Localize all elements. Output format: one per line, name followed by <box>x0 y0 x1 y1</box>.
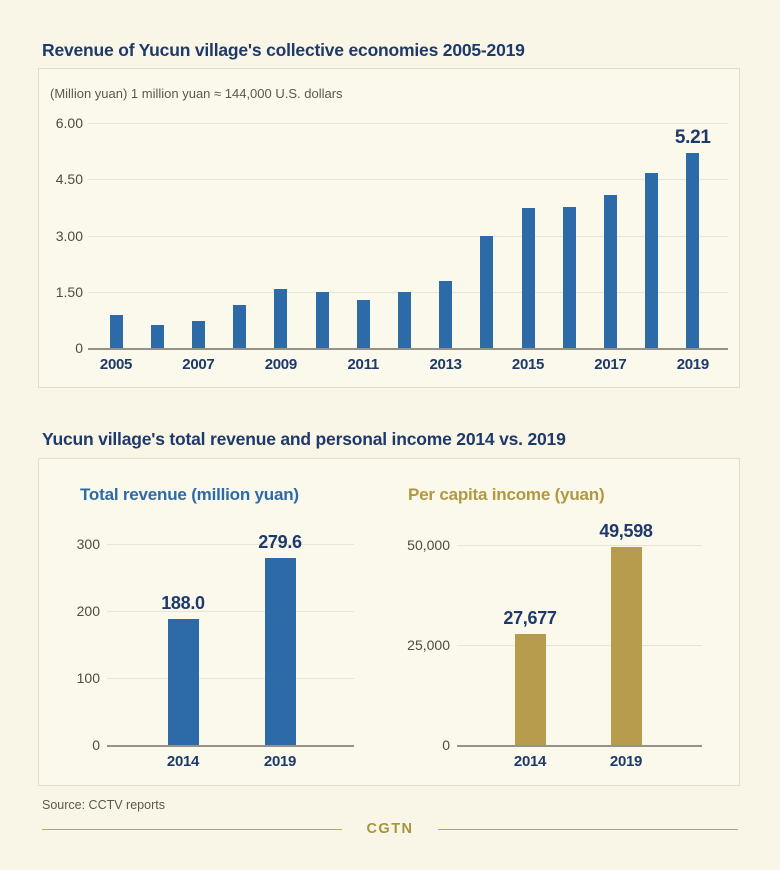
bar-2008 <box>233 304 247 348</box>
gridline <box>88 123 728 124</box>
x-tick-label-2017: 2017 <box>594 356 627 373</box>
bar-2014 <box>480 235 494 348</box>
gridline <box>107 544 354 545</box>
y-tick-label: 100 <box>76 670 100 686</box>
x-axis-line <box>107 745 354 747</box>
x-tick-label-2019: 2019 <box>676 356 709 373</box>
bar-2019 <box>264 557 296 745</box>
bar-2009 <box>274 289 288 348</box>
gridline <box>107 678 354 679</box>
y-tick-label: 50,000 <box>407 537 450 553</box>
section1-chart-panel: (Million yuan) 1 million yuan ≈ 144,000 … <box>38 68 740 388</box>
gridline <box>107 611 354 612</box>
annotation-2019: 5.21 <box>674 126 711 148</box>
y-tick-label: 1.50 <box>55 283 83 300</box>
y-tick-label: 0 <box>442 737 450 753</box>
brand-line-right <box>437 828 738 830</box>
chart2-left-plot-area: 0 100 200 300 2014 188.0 2019 279.6 <box>39 459 739 785</box>
x-axis-line <box>457 745 702 747</box>
bar-2014 <box>514 634 546 745</box>
section2-title: Yucun village's total revenue and person… <box>42 429 566 449</box>
bar-2007 <box>191 321 205 348</box>
bar-2017 <box>603 195 617 348</box>
bar-2019 <box>610 546 642 745</box>
bar-2011 <box>356 300 370 348</box>
y-tick-label: 4.50 <box>55 171 83 188</box>
chart2-right-plot-area: 0 25,000 50,000 2014 27,677 2019 49,598 <box>39 459 739 785</box>
chart2-right-title: Per capita income (yuan) <box>408 485 605 504</box>
value-label-2014: 27,677 <box>503 608 557 629</box>
bar-2019 <box>686 152 700 348</box>
gridline <box>88 235 728 237</box>
bar-2018 <box>645 172 659 348</box>
section2-chart-panel: Total revenue (million yuan) Per capita … <box>38 458 740 786</box>
y-tick-label: 3.00 <box>55 227 83 244</box>
x-tick-label-2009: 2009 <box>264 356 297 373</box>
y-tick-label: 200 <box>76 603 100 619</box>
x-tick-label-2015: 2015 <box>511 356 545 373</box>
x-tick-label-2013: 2013 <box>429 356 462 373</box>
y-tick-label: 300 <box>76 536 100 552</box>
y-tick-label: 6.00 <box>55 115 83 131</box>
bar-2006 <box>150 324 164 348</box>
brand-line-left <box>42 828 343 830</box>
chart1-unit-note: (Million yuan) 1 million yuan ≈ 144,000 … <box>50 86 343 101</box>
gridline <box>457 545 702 546</box>
value-label-2019: 279.6 <box>258 531 302 552</box>
bar-2013 <box>439 281 453 348</box>
bar-2012 <box>397 291 411 348</box>
brand-footer: CGTN <box>42 820 738 838</box>
x-tick-label-2019: 2019 <box>263 753 297 770</box>
bar-2016 <box>562 206 576 348</box>
y-tick-label: 25,000 <box>407 637 450 653</box>
y-tick-label: 0 <box>92 737 100 753</box>
chart1-plot-area: 0 1.50 3.00 4.50 6.00 2005 2007 2009 2011 2013 201… <box>39 69 739 387</box>
x-tick-label-2019: 2019 <box>609 753 643 770</box>
bar-2005 <box>109 315 123 348</box>
bar-2014 <box>167 619 199 745</box>
x-tick-label-2005: 2005 <box>99 356 133 373</box>
cgtn-logo: CGTN <box>366 821 414 837</box>
chart2-left-title: Total revenue (million yuan) <box>80 485 299 504</box>
gridline <box>457 645 702 646</box>
gridline <box>88 179 728 181</box>
x-tick-label-2007: 2007 <box>182 356 215 373</box>
x-tick-label-2011: 2011 <box>347 356 380 373</box>
bar-2015 <box>521 208 535 348</box>
source-note: Source: CCTV reports <box>42 798 165 812</box>
x-tick-label-2014: 2014 <box>513 753 547 770</box>
y-tick-label: 0 <box>75 340 83 356</box>
x-axis-line <box>88 348 728 350</box>
bar-2010 <box>315 291 329 348</box>
value-label-2014: 188.0 <box>161 593 205 614</box>
section1-title: Revenue of Yucun village's collective ec… <box>42 40 525 60</box>
value-label-2019: 49,598 <box>599 520 653 541</box>
x-tick-label-2014: 2014 <box>166 753 200 770</box>
